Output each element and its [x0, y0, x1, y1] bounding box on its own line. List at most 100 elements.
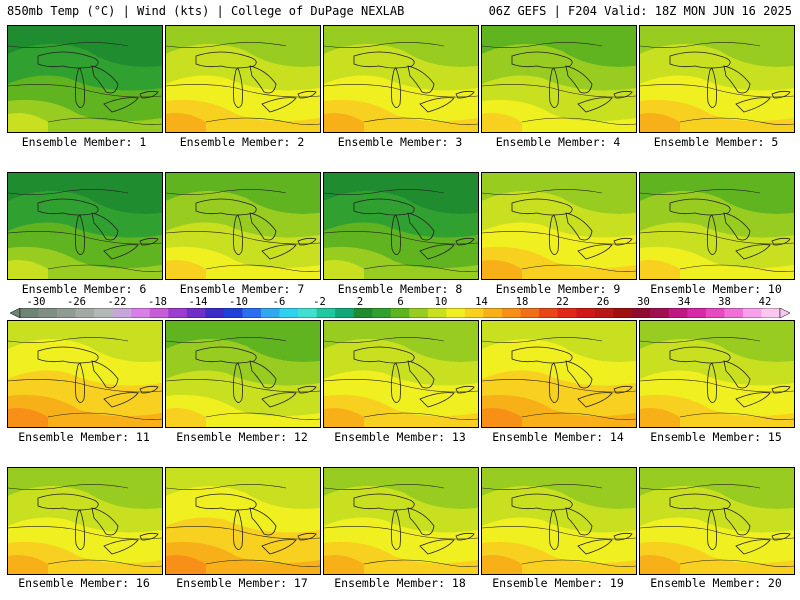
colorbar-tick-label: 6 [397, 296, 404, 308]
colorbar-swatch [372, 308, 392, 318]
temperature-colorbar [10, 308, 790, 318]
colorbar-swatch [520, 308, 540, 318]
ensemble-map-panel [481, 25, 637, 133]
colorbar-tick-label: -10 [229, 296, 248, 308]
colorbar-swatch [316, 308, 336, 318]
temperature-map [640, 321, 794, 427]
ensemble-map-panel [7, 172, 163, 280]
ensemble-map-panel [165, 320, 321, 428]
colorbar-swatch [131, 308, 151, 318]
temperature-map [324, 26, 478, 132]
temperature-map [640, 468, 794, 574]
ensemble-member-label: Ensemble Member: 1 [21, 135, 147, 149]
colorbar-swatch [112, 308, 132, 318]
colorbar-swatch [557, 308, 577, 318]
colorbar-tick-label: 14 [475, 296, 488, 308]
colorbar-swatch [335, 308, 354, 318]
ensemble-map-panel [481, 467, 637, 575]
temperature-map [640, 173, 794, 279]
colorbar-swatch [205, 308, 225, 318]
colorbar-max-arrow [779, 308, 790, 318]
colorbar-swatch [279, 308, 299, 318]
ensemble-map-panel [639, 320, 795, 428]
colorbar-swatch [483, 308, 503, 318]
temperature-map [8, 321, 162, 427]
colorbar-tick-label: 18 [515, 296, 529, 308]
colorbar-tick-label: -14 [188, 296, 208, 308]
map-title: 850mb Temp (°C) | Wind (kts) | College o… [7, 4, 405, 18]
ensemble-map-panel [639, 25, 795, 133]
temperature-map [324, 173, 478, 279]
ensemble-member-label: Ensemble Member: 11 [18, 430, 150, 444]
ensemble-member-label: Ensemble Member: 8 [337, 282, 463, 296]
ensemble-map-panel [323, 172, 479, 280]
colorbar-tick-label: 38 [718, 296, 731, 308]
colorbar-swatch [501, 308, 521, 318]
ensemble-member-label: Ensemble Member: 3 [337, 135, 463, 149]
ensemble-member-label: Ensemble Member: 19 [492, 576, 624, 590]
colorbar-swatch [576, 308, 595, 318]
ensemble-member-label: Ensemble Member: 14 [492, 430, 624, 444]
ensemble-map-panel [639, 172, 795, 280]
colorbar-tick-labels: -30 -26 -22 -18 -14 -10 -6 -2 2 6 10 14 18 22 26 30 34 38… [0, 296, 800, 308]
colorbar-swatch [260, 308, 280, 318]
temperature-map [166, 26, 320, 132]
colorbar-swatch [57, 308, 76, 318]
colorbar-swatch [613, 308, 633, 318]
ensemble-member-label: Ensemble Member: 9 [495, 282, 621, 296]
ensemble-member-label: Ensemble Member: 13 [334, 430, 466, 444]
colorbar-swatch [242, 308, 262, 318]
colorbar-swatch [650, 308, 670, 318]
colorbar-swatch [631, 308, 651, 318]
colorbar-tick-label: 26 [596, 296, 610, 308]
temperature-map [640, 26, 794, 132]
ensemble-member-label: Ensemble Member: 5 [653, 135, 779, 149]
colorbar-min-arrow [10, 308, 21, 318]
colorbar-tick-label: -18 [148, 296, 167, 308]
ensemble-map-panel [165, 172, 321, 280]
temperature-map [324, 321, 478, 427]
colorbar-swatch [427, 308, 447, 318]
ensemble-map-panel [165, 25, 321, 133]
colorbar-swatch [298, 308, 317, 318]
colorbar-swatch [75, 308, 95, 318]
colorbar-swatch [149, 308, 169, 318]
ensemble-member-label: Ensemble Member: 15 [650, 430, 782, 444]
ensemble-map-panel [323, 320, 479, 428]
colorbar-swatch [668, 308, 688, 318]
colorbar-swatch [38, 308, 58, 318]
temperature-map [166, 468, 320, 574]
ensemble-member-label: Ensemble Member: 17 [176, 576, 308, 590]
colorbar-tick-label: 2 [356, 296, 364, 308]
colorbar-swatch [687, 308, 707, 318]
colorbar-swatch [20, 308, 39, 318]
colorbar-swatch [94, 308, 113, 318]
ensemble-map-panel [323, 25, 479, 133]
colorbar-swatch [409, 308, 429, 318]
ensemble-member-label: Ensemble Member: 18 [334, 576, 466, 590]
temperature-map [324, 468, 478, 574]
ensemble-member-label: Ensemble Member: 12 [176, 430, 308, 444]
ensemble-member-label: Ensemble Member: 4 [495, 135, 621, 149]
ensemble-member-label: Ensemble Member: 16 [18, 576, 150, 590]
valid-time: 06Z GEFS | F204 Valid: 18Z MON JUN 16 20… [488, 4, 792, 18]
ensemble-member-label: Ensemble Member: 10 [650, 282, 782, 296]
colorbar-tick-label: 22 [556, 296, 569, 308]
colorbar-swatch [594, 308, 614, 318]
colorbar-swatch [464, 308, 484, 318]
ensemble-member-label: Ensemble Member: 6 [21, 282, 147, 296]
colorbar-swatch [446, 308, 466, 318]
colorbar-tick-label: -30 [26, 296, 46, 308]
colorbar-swatch [705, 308, 725, 318]
colorbar-swatch [186, 308, 206, 318]
ensemble-member-label: Ensemble Member: 7 [179, 282, 305, 296]
ensemble-map-panel [7, 467, 163, 575]
ensemble-map-panel [7, 320, 163, 428]
ensemble-map-panel [481, 320, 637, 428]
colorbar-swatch [390, 308, 410, 318]
temperature-map [166, 321, 320, 427]
temperature-map [482, 468, 636, 574]
colorbar-tick-label: -2 [313, 296, 326, 308]
temperature-map [8, 468, 162, 574]
colorbar-swatch [724, 308, 744, 318]
